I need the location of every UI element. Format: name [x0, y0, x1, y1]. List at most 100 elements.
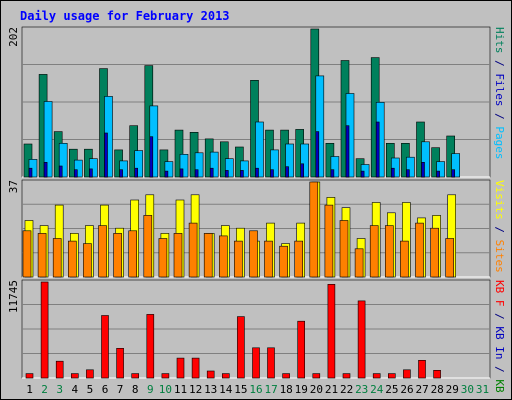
bar-kb-f	[312, 373, 321, 379]
bar-sites	[309, 181, 319, 278]
bar-pages	[194, 169, 199, 178]
bar-pages	[360, 170, 365, 178]
panel-1: 202 Hits / Files / Pages	[7, 26, 506, 178]
bar-files	[240, 160, 249, 178]
bar-pages	[315, 131, 320, 178]
chart-panels: 202 Hits / Files / Pages 37 Visits / Sites 1…	[7, 26, 506, 400]
bar-pages	[134, 167, 138, 178]
bar-files	[58, 143, 68, 178]
bar-sites	[339, 220, 349, 278]
day-label: 21	[325, 383, 338, 396]
bar-files	[436, 161, 445, 178]
bar-pages	[285, 166, 289, 178]
bar-files	[43, 101, 53, 178]
bar-sites	[234, 240, 243, 278]
bar-kb-f	[282, 373, 290, 379]
bar-sites	[158, 238, 168, 278]
bar-sites	[415, 222, 424, 278]
bar-kb-f	[237, 316, 245, 379]
bar-files	[164, 161, 174, 178]
bar-kb-f	[25, 373, 34, 379]
bar-files	[330, 156, 340, 178]
bar-files	[255, 121, 264, 178]
bar-kb-f	[342, 373, 351, 379]
day-label: 28	[431, 383, 444, 396]
bar-files	[209, 151, 219, 178]
bar-kb-f	[71, 373, 79, 379]
day-label: 19	[295, 383, 308, 396]
bar-files	[285, 143, 294, 178]
panel-2: 37 Visits / Sites	[7, 179, 506, 278]
legend-entry: Pages	[493, 126, 506, 159]
bar-pages	[255, 167, 259, 178]
bar-files	[134, 150, 143, 178]
legend-entry: KB F	[493, 280, 506, 307]
bar-kb-f	[55, 360, 64, 379]
bar-kb-f	[116, 347, 124, 379]
bar-kb-f	[206, 370, 215, 379]
bar-sites	[279, 245, 288, 278]
bar-hits	[174, 129, 184, 178]
panel-max-label: 202	[7, 27, 20, 47]
bar-sites	[128, 230, 137, 278]
bar-kb-f	[252, 347, 260, 379]
bar-kb-f	[327, 283, 336, 379]
panel-max-label: 37	[7, 180, 20, 193]
bar-kb-f	[191, 357, 200, 379]
bar-sites	[113, 233, 122, 278]
bar-files	[390, 157, 400, 178]
panel-max-label: 11745	[7, 280, 20, 313]
bar-sites	[354, 248, 364, 278]
series-files	[28, 75, 461, 178]
day-label: 16	[249, 383, 262, 396]
bar-pages	[300, 163, 305, 178]
bar-sites	[68, 240, 77, 278]
bar-pages	[390, 167, 395, 178]
bar-pages	[209, 167, 214, 178]
bar-sites	[98, 225, 107, 278]
bar-files	[74, 159, 83, 178]
bar-kb-f	[146, 314, 155, 379]
bar-sites	[52, 238, 62, 278]
bar-kb-f	[176, 357, 185, 379]
legend-entry: Sites	[493, 240, 506, 273]
bar-sites	[430, 227, 439, 278]
legend-entry: /	[493, 360, 506, 380]
day-label: 25	[385, 383, 398, 396]
bar-sites	[400, 240, 409, 278]
bar-pages	[119, 169, 123, 178]
series-kb-f	[25, 281, 441, 379]
day-label: 1	[26, 383, 33, 396]
day-label: 24	[370, 383, 384, 396]
legend-entry: Files	[493, 73, 506, 106]
bar-files	[451, 153, 461, 178]
day-label: 3	[56, 383, 63, 396]
bar-sites	[22, 230, 32, 278]
bar-pages	[179, 168, 184, 178]
bar-kb-f	[372, 373, 381, 379]
legend-entry: /	[493, 107, 506, 127]
day-label: 11	[174, 383, 187, 396]
bar-kb-f	[222, 373, 230, 379]
day-label: 13	[204, 383, 217, 396]
day-label: 15	[234, 383, 247, 396]
bar-kb-f	[387, 373, 396, 379]
bar-sites	[369, 225, 379, 278]
bar-kb-f	[161, 373, 170, 379]
bar-files	[300, 143, 310, 178]
panel-side-legend: Visits / Sites	[493, 180, 506, 273]
day-label: 4	[71, 383, 78, 396]
bar-sites	[249, 230, 258, 278]
bar-files	[179, 154, 189, 178]
bar-kb-f	[267, 347, 275, 379]
bar-sites	[445, 238, 455, 278]
day-label: 31	[476, 383, 489, 396]
bar-files	[119, 160, 128, 178]
bar-kb-f	[357, 300, 366, 379]
bar-pages	[28, 167, 33, 178]
bar-sites	[143, 215, 153, 278]
day-axis-labels: 1 2 3 4 5 6 7 8 9 10 11 12 13 14 15 16 17 18 19 20 21 22 23 24 2…	[26, 383, 489, 396]
bar-kb-f	[297, 320, 306, 379]
bar-pages	[270, 169, 274, 178]
